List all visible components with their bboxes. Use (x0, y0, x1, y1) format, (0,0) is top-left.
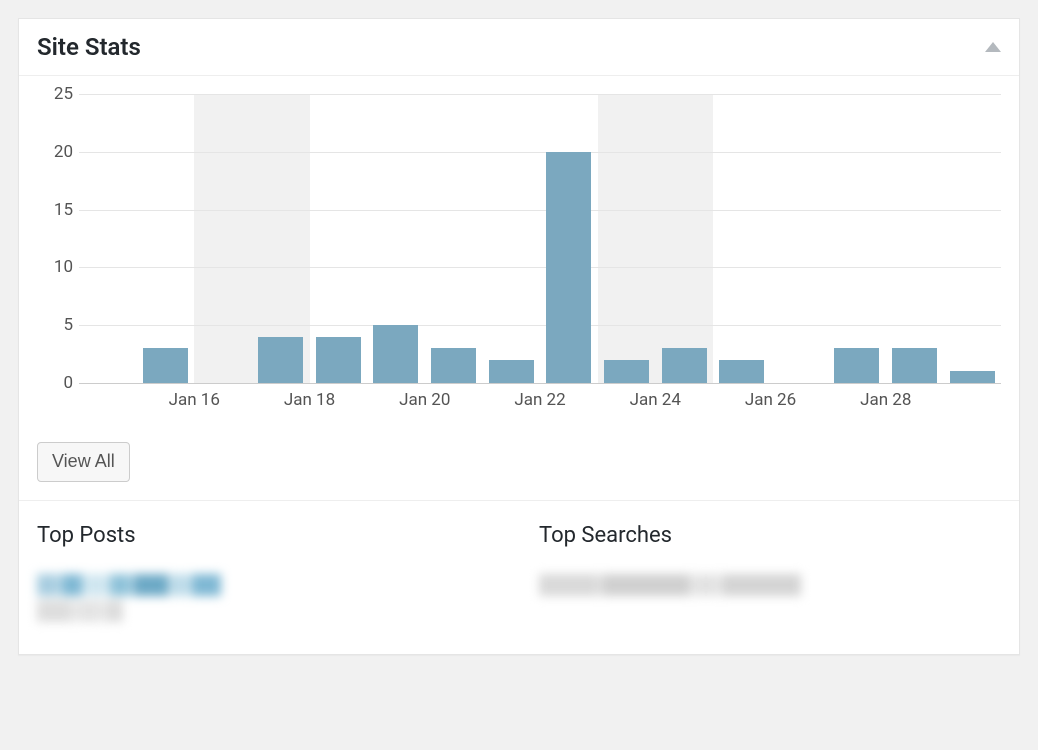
placeholder-chunk (171, 574, 189, 596)
x-tick-label: Jan 16 (169, 390, 220, 410)
y-tick-label: 15 (37, 200, 73, 220)
placeholder-chunk (191, 574, 221, 596)
x-tick-label: Jan 20 (399, 390, 450, 410)
placeholder-chunk (75, 600, 103, 622)
placeholder-row (37, 600, 499, 622)
placeholder-chunk (61, 574, 83, 596)
chart-bar[interactable] (258, 337, 303, 383)
top-posts-column: Top Posts (37, 523, 499, 626)
view-all-row: View All (37, 420, 1001, 500)
top-searches-title: Top Searches (539, 523, 1001, 548)
site-stats-widget: Site Stats 0510152025 Jan 16Jan 18Jan 20… (18, 18, 1020, 655)
chart-x-axis: Jan 16 Jan 18 Jan 20 Jan 22 Jan 24 Jan 26 Jan … (79, 390, 1001, 420)
placeholder-chunk (105, 600, 123, 622)
placeholder-chunk (109, 574, 131, 596)
y-tick-label: 10 (37, 257, 73, 277)
placeholder-chunk (693, 574, 719, 596)
chart-bar[interactable] (892, 348, 937, 383)
chart-bar[interactable] (662, 348, 707, 383)
chart-bar[interactable] (373, 325, 418, 383)
gridline (79, 267, 1001, 268)
x-tick-label: Jan 22 (514, 390, 565, 410)
stats-columns: Top Posts Top Searches (19, 501, 1019, 654)
chart-bar[interactable] (546, 152, 591, 383)
placeholder-chunk (37, 574, 59, 596)
chart-bar[interactable] (431, 348, 476, 383)
view-all-button[interactable]: View All (37, 442, 130, 482)
chart-bar[interactable] (489, 360, 534, 383)
chart-bar[interactable] (143, 348, 188, 383)
placeholder-row (539, 574, 1001, 596)
top-posts-content (37, 574, 499, 622)
chart-bar[interactable] (950, 371, 995, 383)
widget-body: 0510152025 Jan 16Jan 18Jan 20Jan 22Jan 2… (19, 76, 1019, 500)
gridline (79, 152, 1001, 153)
placeholder-chunk (85, 574, 107, 596)
x-tick-label: Jan 28 (860, 390, 911, 410)
placeholder-chunk (539, 574, 599, 596)
gridline (79, 325, 1001, 326)
y-tick-label: 5 (37, 315, 73, 335)
x-tick-label: Jan 24 (630, 390, 681, 410)
chart-bar[interactable] (604, 360, 649, 383)
chart-plot-area: 0510152025 (79, 94, 1001, 384)
chart-bar[interactable] (316, 337, 361, 383)
y-tick-label: 20 (37, 142, 73, 162)
y-tick-label: 25 (37, 84, 73, 104)
placeholder-row (37, 574, 499, 596)
top-posts-title: Top Posts (37, 523, 499, 548)
chevron-up-icon[interactable] (985, 42, 1001, 52)
weekend-band (598, 94, 713, 383)
widget-header: Site Stats (19, 19, 1019, 76)
placeholder-chunk (721, 574, 801, 596)
placeholder-chunk (37, 600, 73, 622)
x-tick-label: Jan 26 (745, 390, 796, 410)
chart-bar[interactable] (834, 348, 879, 383)
y-tick-label: 0 (37, 373, 73, 393)
chart-bar[interactable] (719, 360, 764, 383)
placeholder-chunk (133, 574, 169, 596)
gridline (79, 210, 1001, 211)
stats-chart: 0510152025 Jan 16 Jan 18 Jan 20 Jan 22 Jan 2… (37, 94, 1001, 420)
top-searches-content (539, 574, 1001, 596)
widget-title: Site Stats (37, 33, 141, 61)
gridline (79, 94, 1001, 95)
top-searches-column: Top Searches (539, 523, 1001, 626)
placeholder-chunk (601, 574, 691, 596)
x-tick-label: Jan 18 (284, 390, 335, 410)
